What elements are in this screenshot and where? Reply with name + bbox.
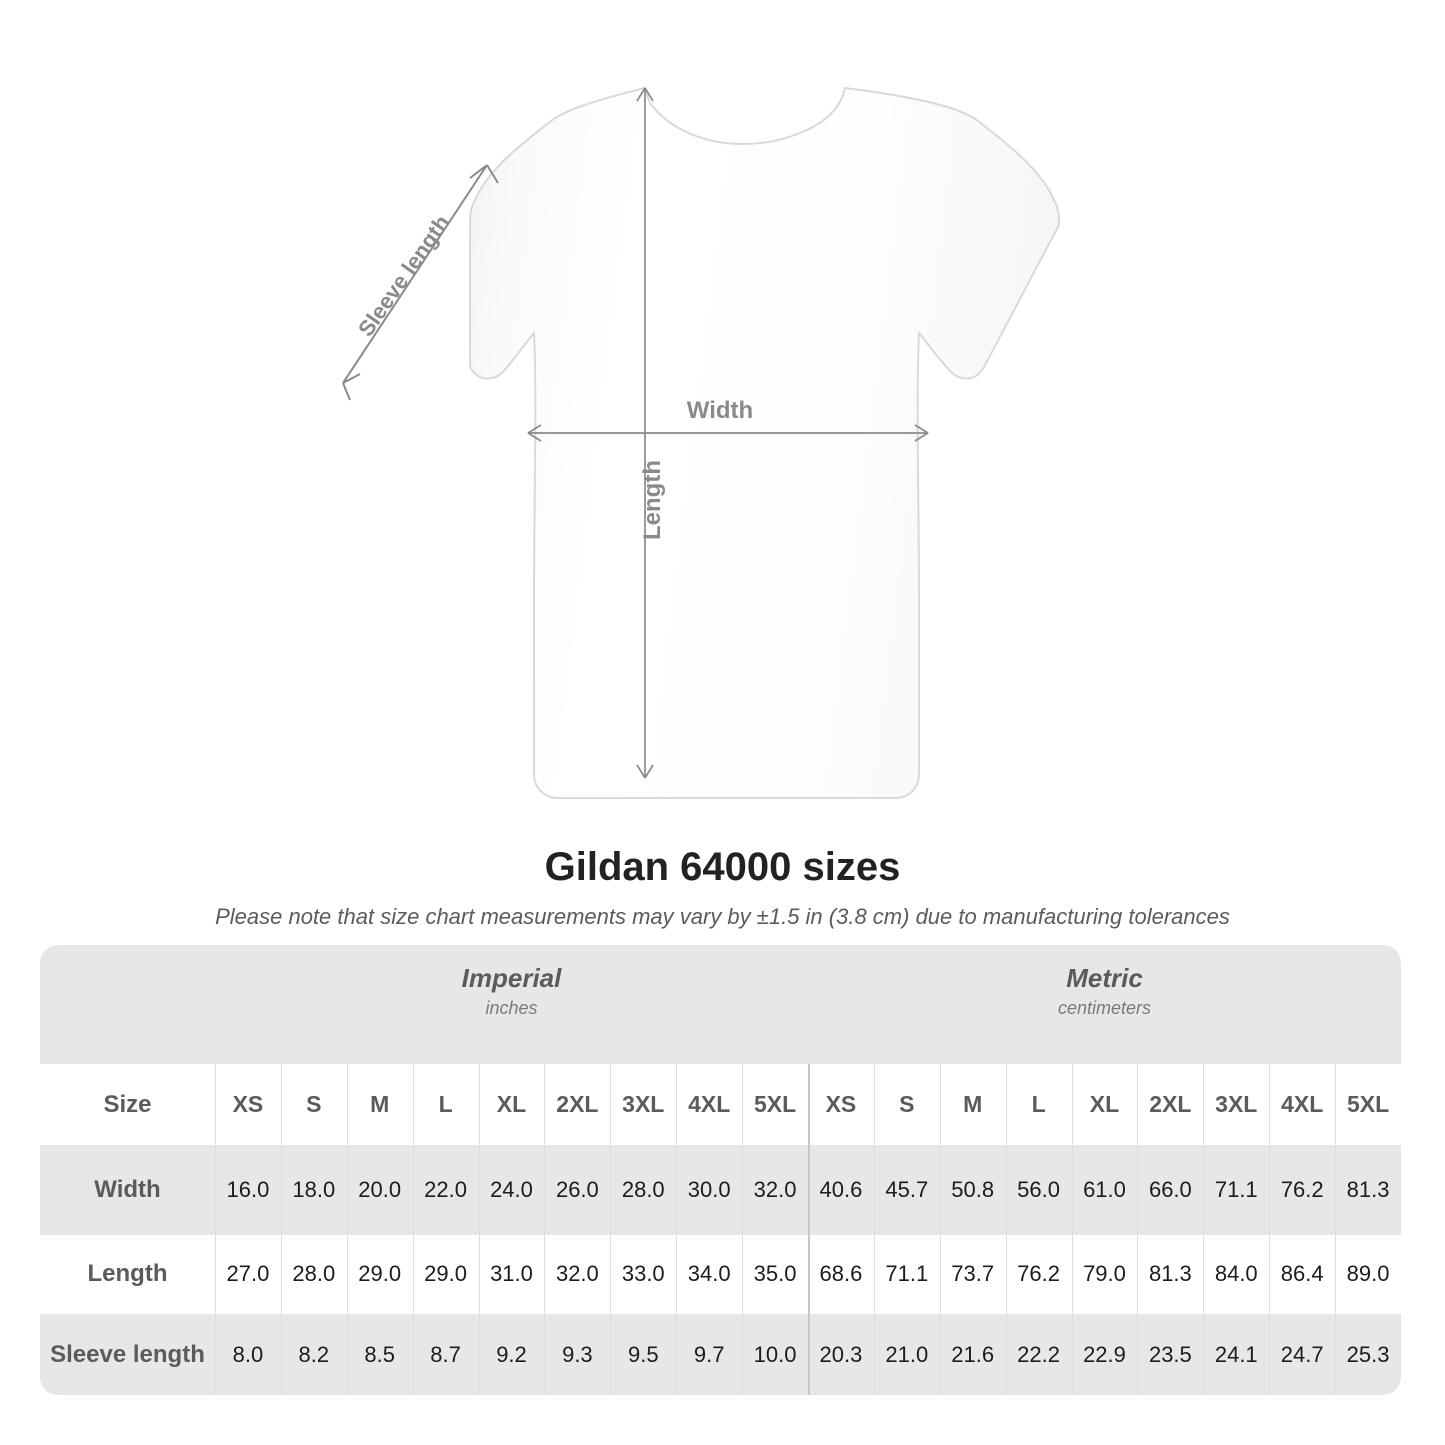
svg-text:Width: Width (687, 397, 753, 424)
svg-text:Length: Length (639, 460, 666, 540)
svg-text:Sleeve length: Sleeve length (353, 210, 455, 341)
